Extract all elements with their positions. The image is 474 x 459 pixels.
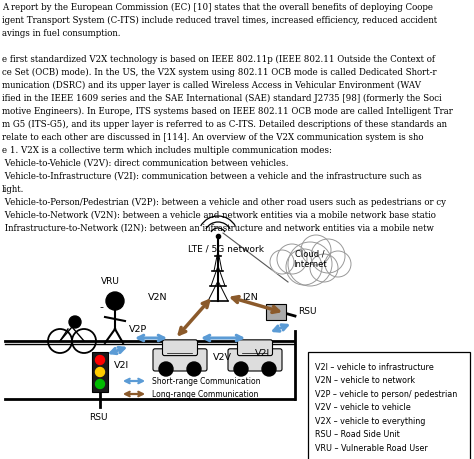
- Text: motive Engineers). In Europe, ITS systems based on IEEE 802.11 OCB mode are call: motive Engineers). In Europe, ITS system…: [2, 107, 453, 116]
- Circle shape: [310, 254, 338, 282]
- Text: Cloud /
Internet: Cloud / Internet: [293, 249, 327, 268]
- Text: Vehicle-to-Network (V2N): between a vehicle and network entities via a mobile ne: Vehicle-to-Network (V2N): between a vehi…: [2, 211, 436, 219]
- Text: V2I – vehicle to infrastructure: V2I – vehicle to infrastructure: [315, 362, 434, 371]
- Text: avings in fuel consumption.: avings in fuel consumption.: [2, 29, 120, 38]
- Text: ified in the IEEE 1609 series and the SAE International (SAE) standard J2735 [98: ified in the IEEE 1609 series and the SA…: [2, 94, 442, 103]
- Text: V2P: V2P: [129, 325, 147, 333]
- Text: ce Set (OCB) mode). In the US, the V2X system using 802.11 OCB mode is called De: ce Set (OCB) mode). In the US, the V2X s…: [2, 68, 437, 77]
- Text: e first standardized V2X technology is based on IEEE 802.11p (IEEE 802.11 Outsid: e first standardized V2X technology is b…: [2, 55, 435, 64]
- FancyBboxPatch shape: [308, 352, 470, 459]
- Circle shape: [288, 242, 332, 286]
- Text: RSU: RSU: [89, 412, 107, 421]
- Circle shape: [95, 356, 104, 365]
- Text: V2P – vehicle to person/ pedestrian: V2P – vehicle to person/ pedestrian: [315, 389, 457, 398]
- Circle shape: [95, 368, 104, 377]
- Text: V2I: V2I: [255, 348, 270, 357]
- Text: e 1. V2X is a collective term which includes multiple communication modes:: e 1. V2X is a collective term which incl…: [2, 146, 332, 155]
- Text: V2X – vehicle to everything: V2X – vehicle to everything: [315, 416, 425, 425]
- Text: V2I: V2I: [114, 360, 129, 369]
- Text: Short-range Communication: Short-range Communication: [152, 377, 261, 386]
- Circle shape: [262, 362, 276, 376]
- Circle shape: [277, 245, 307, 274]
- FancyBboxPatch shape: [92, 352, 108, 392]
- Circle shape: [159, 362, 173, 376]
- Circle shape: [95, 380, 104, 389]
- Text: V2N – vehicle to network: V2N – vehicle to network: [315, 375, 415, 385]
- FancyBboxPatch shape: [153, 349, 207, 371]
- Circle shape: [187, 362, 201, 376]
- Text: RSU: RSU: [298, 307, 317, 316]
- Text: V2V – vehicle to vehicle: V2V – vehicle to vehicle: [315, 403, 411, 412]
- Text: V2V: V2V: [212, 352, 231, 361]
- Circle shape: [311, 240, 345, 274]
- FancyBboxPatch shape: [163, 340, 198, 356]
- Text: -: -: [99, 302, 103, 311]
- Circle shape: [325, 252, 351, 277]
- Text: igent Transport System (C-ITS) include reduced travel times, increased efficienc: igent Transport System (C-ITS) include r…: [2, 16, 437, 25]
- Text: Vehicle-to-Person/Pedestrian (V2P): between a vehicle and other road users such : Vehicle-to-Person/Pedestrian (V2P): betw…: [2, 197, 446, 207]
- FancyBboxPatch shape: [228, 349, 282, 371]
- Text: LTE / 5G network: LTE / 5G network: [188, 245, 264, 253]
- Text: Vehicle-to-Vehicle (V2V): direct communication between vehicles.: Vehicle-to-Vehicle (V2V): direct communi…: [2, 159, 289, 168]
- Text: VRU – Vulnerable Road User: VRU – Vulnerable Road User: [315, 443, 428, 452]
- Circle shape: [270, 251, 294, 274]
- Text: I2N: I2N: [242, 292, 258, 302]
- Circle shape: [106, 292, 124, 310]
- Text: V2N: V2N: [148, 292, 168, 302]
- Text: relate to each other are discussed in [114]. An overview of the V2X communicatio: relate to each other are discussed in [1…: [2, 133, 423, 142]
- Text: Long-range Communication: Long-range Communication: [152, 390, 258, 398]
- Text: Infrastructure-to-Network (I2N): between an infrastructure and network entities : Infrastructure-to-Network (I2N): between…: [2, 224, 434, 233]
- Text: m G5 (ITS-G5), and its upper layer is referred to as C-ITS. Detailed description: m G5 (ITS-G5), and its upper layer is re…: [2, 120, 447, 129]
- Text: VRU: VRU: [100, 276, 119, 285]
- Text: Vehicle-to-Infrastructure (V2I): communication between a vehicle and the infrast: Vehicle-to-Infrastructure (V2I): communi…: [2, 172, 422, 180]
- Circle shape: [69, 316, 81, 328]
- FancyBboxPatch shape: [237, 340, 273, 356]
- Text: RSU – Road Side Unit: RSU – Road Side Unit: [315, 430, 400, 438]
- Text: light.: light.: [2, 185, 24, 194]
- FancyBboxPatch shape: [266, 304, 286, 320]
- Circle shape: [234, 362, 248, 376]
- Circle shape: [301, 235, 331, 265]
- Text: munication (DSRC) and its upper layer is called Wireless Access in Vehicular Env: munication (DSRC) and its upper layer is…: [2, 81, 421, 90]
- Circle shape: [286, 249, 322, 285]
- Text: A report by the European Commission (EC) [10] states that the overall benefits o: A report by the European Commission (EC)…: [2, 3, 433, 12]
